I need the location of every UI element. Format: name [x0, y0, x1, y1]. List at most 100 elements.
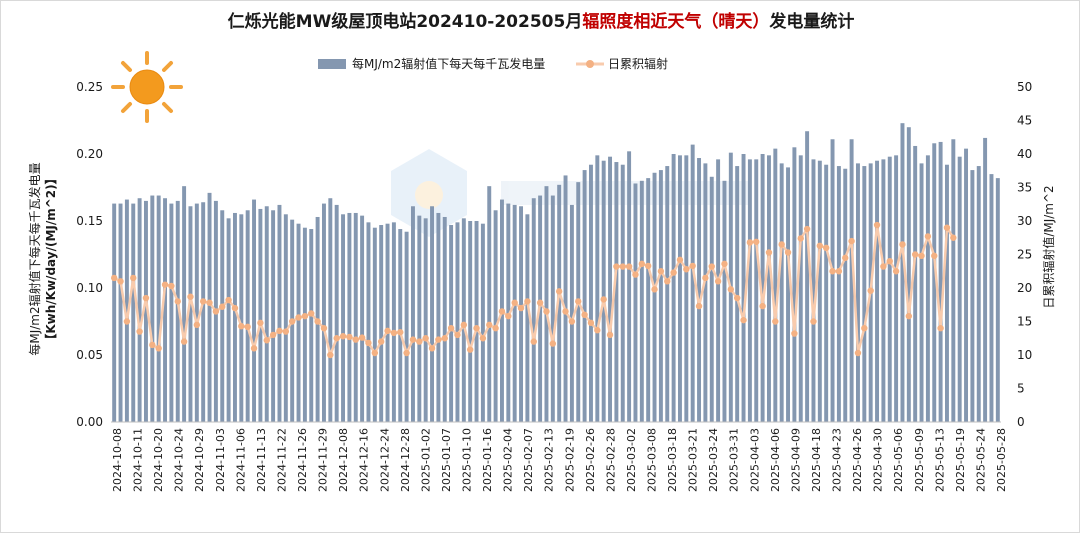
bar [309, 229, 314, 422]
bar [468, 221, 473, 422]
line-point [441, 335, 448, 342]
line-point [161, 281, 169, 288]
title-part-3: 发电量统计 [768, 11, 854, 32]
x-tick-label: 2025-04-06 [769, 428, 782, 492]
line-point [371, 349, 379, 357]
bar [665, 166, 670, 422]
line-point [142, 294, 150, 302]
right-tick-label: 10 [1017, 348, 1032, 362]
bar [423, 218, 428, 422]
line-point [149, 341, 156, 349]
bar [232, 212, 237, 422]
bar [601, 160, 606, 422]
line-point [511, 299, 518, 306]
bar [722, 180, 727, 422]
line-point [314, 318, 321, 325]
bar [544, 186, 549, 422]
bar [391, 222, 396, 422]
bar [264, 206, 269, 422]
line-point [683, 266, 690, 273]
x-tick-label: 2025-01-02 [419, 428, 432, 492]
bar [627, 151, 632, 422]
line-point [632, 271, 639, 278]
line-point [676, 256, 684, 264]
line-point [733, 294, 741, 302]
line-point [155, 345, 162, 352]
chart-title: 仁烁光能MW级屋顶电站202410-202505月辐照度相近天气（晴天）发电量统… [228, 11, 855, 32]
bar [493, 210, 498, 422]
line-point [848, 237, 855, 245]
x-tick-label: 2025-05-06 [892, 428, 905, 492]
line-point [320, 325, 328, 332]
bar [766, 155, 771, 422]
line-point [231, 304, 239, 312]
bar [487, 186, 492, 422]
x-tick-label: 2024-11-03 [214, 428, 227, 492]
line-point [282, 328, 290, 335]
title-part-1: 仁烁光能MW级屋顶电站202410-202505月 [228, 11, 583, 32]
bar [353, 212, 358, 422]
line-point [644, 262, 652, 270]
bar [525, 214, 530, 422]
right-tick-label: 20 [1017, 281, 1032, 295]
bar [334, 204, 339, 422]
bar [709, 176, 714, 422]
line-point [931, 252, 938, 260]
x-tick-label: 2025-04-23 [831, 428, 844, 492]
line-point [664, 278, 671, 285]
bar [970, 170, 975, 422]
bar [779, 163, 784, 422]
bar [385, 223, 390, 422]
bar [614, 162, 619, 423]
right-axis-title: 日累积辐射值/MJ/m^2 [1041, 185, 1056, 308]
x-tick-label: 2024-11-26 [296, 428, 309, 492]
bar [550, 195, 555, 422]
x-tick-label: 2024-10-08 [111, 428, 124, 492]
x-tick-label: 2025-05-28 [995, 428, 1008, 492]
bar [639, 180, 644, 422]
bar [156, 195, 161, 422]
x-tick-label: 2025-01-07 [440, 428, 453, 492]
line-point [225, 296, 232, 304]
x-tick-label: 2025-01-10 [460, 428, 473, 492]
bar [735, 166, 740, 422]
x-tick-label: 2025-02-28 [604, 428, 617, 492]
x-tick-label: 2025-03-24 [707, 428, 720, 492]
line-point [613, 263, 620, 270]
left-tick-label: 0.25 [76, 80, 103, 94]
bar [881, 159, 886, 423]
bar [239, 214, 244, 422]
x-tick-label: 2024-11-06 [234, 428, 247, 492]
line-point [454, 331, 461, 339]
line-point [308, 310, 315, 317]
x-tick-label: 2025-03-02 [625, 428, 638, 492]
left-tick-label: 0.00 [76, 415, 103, 429]
x-tick-label: 2024-12-28 [399, 428, 412, 492]
line-point [384, 327, 391, 335]
line-point [199, 298, 207, 305]
x-tick-label: 2025-04-09 [789, 428, 802, 492]
line-point [276, 327, 283, 335]
bar [480, 223, 485, 422]
line-point [702, 274, 709, 282]
right-tick-label: 30 [1017, 214, 1032, 228]
bar [182, 186, 187, 422]
x-tick-label: 2025-02-13 [543, 428, 556, 492]
x-axis: 2024-10-08 2024-10-11 2024-10-20 2024-10-24… [111, 421, 1008, 492]
bar [328, 198, 333, 422]
bar [124, 199, 129, 422]
bar [938, 141, 943, 422]
x-tick-label: 2025-04-18 [810, 428, 823, 492]
bar [321, 203, 326, 422]
line-point [212, 308, 220, 315]
bar [855, 163, 860, 422]
bar [836, 166, 841, 422]
x-tick-label: 2025-03-08 [646, 428, 659, 492]
bar [658, 170, 663, 422]
line-point [822, 244, 830, 251]
line-point [918, 252, 925, 260]
line-point [136, 328, 143, 335]
line-series [110, 221, 957, 359]
x-tick-label: 2024-10-29 [193, 428, 206, 492]
line-point [651, 286, 658, 293]
